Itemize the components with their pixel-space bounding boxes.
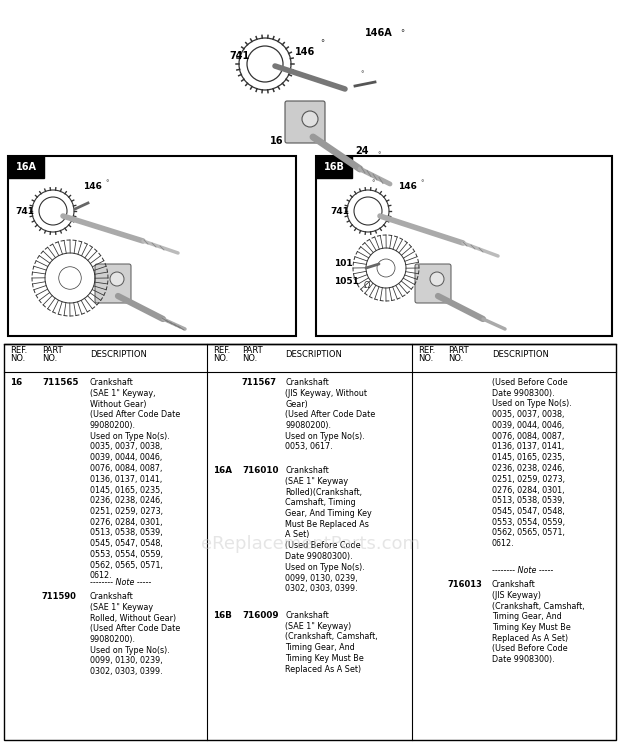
- FancyBboxPatch shape: [415, 264, 451, 303]
- Text: 711565: 711565: [42, 378, 79, 387]
- Text: DESCRIPTION: DESCRIPTION: [285, 350, 342, 359]
- Text: °: °: [320, 39, 324, 48]
- Bar: [316, 156, 612, 336]
- Text: PART: PART: [242, 346, 263, 355]
- Text: 16B: 16B: [213, 611, 232, 620]
- Text: DESCRIPTION: DESCRIPTION: [90, 350, 147, 359]
- Text: 16A: 16A: [213, 466, 232, 475]
- Text: NO.: NO.: [42, 354, 57, 363]
- Text: 711567: 711567: [242, 378, 277, 387]
- Text: PART: PART: [42, 346, 63, 355]
- Text: REF.: REF.: [418, 346, 435, 355]
- Circle shape: [302, 111, 318, 127]
- Text: 716010: 716010: [242, 466, 278, 475]
- Text: DESCRIPTION: DESCRIPTION: [492, 350, 549, 359]
- Text: -------- Note -----: -------- Note -----: [90, 578, 151, 587]
- Text: 146: 146: [295, 47, 315, 57]
- Text: Crankshaft
(JIS Keyway)
(Crankshaft, Camshaft,
Timing Gear, And
Timing Key Must : Crankshaft (JIS Keyway) (Crankshaft, Cam…: [492, 580, 585, 664]
- Text: 741: 741: [15, 207, 34, 216]
- FancyBboxPatch shape: [285, 101, 325, 143]
- Text: NO.: NO.: [10, 354, 25, 363]
- Text: 716013: 716013: [448, 580, 483, 589]
- Text: 16B: 16B: [324, 162, 345, 172]
- Text: Crankshaft
(SAE 1" Keyway,
Without Gear)
(Used After Code Date
99080200).
Used o: Crankshaft (SAE 1" Keyway, Without Gear)…: [90, 378, 180, 580]
- Text: °: °: [105, 180, 108, 186]
- Text: 146: 146: [398, 182, 417, 191]
- Text: Crankshaft
(SAE 1" Keyway)
(Crankshaft, Camshaft,
Timing Gear, And
Timing Key Mu: Crankshaft (SAE 1" Keyway) (Crankshaft, …: [285, 611, 378, 674]
- Text: °: °: [360, 71, 363, 77]
- Bar: [316, 156, 352, 178]
- Text: 16A: 16A: [16, 162, 37, 172]
- Text: PART: PART: [448, 346, 469, 355]
- Text: Ω: Ω: [364, 281, 370, 290]
- Text: Crankshaft
(JIS Keyway, Without
Gear)
(Used After Code Date
99080200).
Used on T: Crankshaft (JIS Keyway, Without Gear) (U…: [285, 378, 375, 452]
- Text: 1051: 1051: [334, 277, 359, 286]
- Text: 16: 16: [270, 136, 283, 146]
- Bar: [4, 344, 616, 740]
- Text: NO.: NO.: [448, 354, 463, 363]
- Text: 16: 16: [10, 378, 22, 387]
- Text: Crankshaft
(SAE 1" Keyway
Rolled, Without Gear)
(Used After Code Date
99080200).: Crankshaft (SAE 1" Keyway Rolled, Withou…: [90, 592, 180, 676]
- Circle shape: [110, 272, 124, 286]
- Bar: [8, 156, 44, 178]
- Text: NO.: NO.: [418, 354, 433, 363]
- Text: -------- Note -----: -------- Note -----: [492, 566, 553, 575]
- Text: NO.: NO.: [242, 354, 257, 363]
- FancyBboxPatch shape: [95, 264, 131, 303]
- Text: °: °: [400, 29, 404, 38]
- Text: Crankshaft
(SAE 1" Keyway
Rolled)(Crankshaft,
Camshaft, Timing
Gear, And Timing : Crankshaft (SAE 1" Keyway Rolled)(Cranks…: [285, 466, 372, 593]
- Bar: [8, 156, 296, 336]
- Circle shape: [430, 272, 444, 286]
- Text: 741: 741: [229, 51, 249, 61]
- Text: 716009: 716009: [242, 611, 278, 620]
- Text: eReplacementParts.com: eReplacementParts.com: [200, 535, 420, 553]
- Text: 24: 24: [355, 146, 368, 156]
- Text: °: °: [371, 180, 374, 186]
- Text: (Used Before Code
Date 9908300).
Used on Type No(s).
0035, 0037, 0038,
0039, 004: (Used Before Code Date 9908300). Used on…: [492, 378, 572, 548]
- Text: 101: 101: [334, 259, 353, 268]
- Text: °: °: [377, 152, 381, 158]
- Text: °: °: [420, 180, 423, 186]
- Text: REF.: REF.: [213, 346, 230, 355]
- Text: 146: 146: [83, 182, 102, 191]
- Text: 711590: 711590: [42, 592, 77, 601]
- Text: 741: 741: [330, 207, 349, 216]
- Text: NO.: NO.: [213, 354, 228, 363]
- Text: 146A: 146A: [365, 28, 392, 38]
- Text: REF.: REF.: [10, 346, 27, 355]
